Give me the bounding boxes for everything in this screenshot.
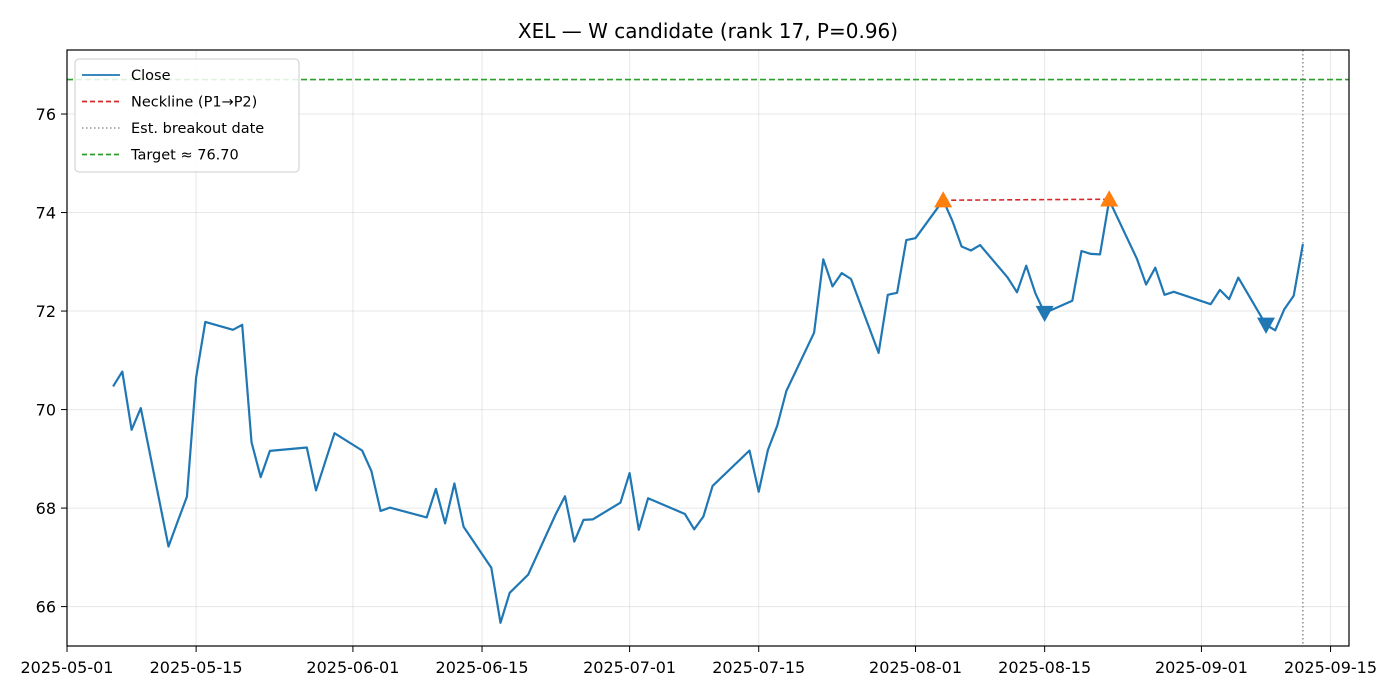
y-tick-label: 70	[36, 401, 56, 420]
y-axis-ticks: 66 68 70 72 74 76	[36, 105, 67, 617]
peak-marker	[1100, 190, 1119, 207]
trough-marker	[1256, 317, 1275, 334]
x-tick-label: 2025-06-15	[436, 658, 529, 677]
x-tick-label: 2025-05-15	[150, 658, 243, 677]
legend: Close Neckline (P1→P2) Est. breakout date T…	[74, 58, 300, 173]
x-axis-ticks: 2025-05-01 2025-05-15 2025-06-01 2025-06-15…	[21, 646, 1377, 677]
x-tick-label: 2025-08-15	[998, 658, 1091, 677]
x-tick-label: 2025-08-01	[869, 658, 962, 677]
y-tick-label: 68	[36, 499, 56, 518]
y-tick-label: 74	[36, 204, 56, 223]
plot-area-frame	[66, 49, 1350, 647]
close-price-line	[112, 199, 1304, 624]
legend-label: Target ≈ 76.70	[130, 148, 239, 164]
x-tick-label: 2025-06-01	[306, 658, 399, 677]
x-tick-label: 2025-05-01	[21, 658, 114, 677]
y-tick-label: 76	[36, 105, 56, 124]
y-tick-label: 72	[36, 302, 56, 321]
y-tick-label: 66	[36, 598, 56, 617]
pattern-markers	[934, 190, 1275, 334]
neckline	[943, 198, 1110, 202]
grid-lines	[66, 50, 1349, 646]
legend-label: Neckline (P1→P2)	[131, 95, 257, 111]
trough-marker	[1035, 305, 1054, 323]
series-layer	[112, 199, 1304, 624]
legend-box	[74, 58, 300, 173]
x-tick-label: 2025-09-15	[1284, 658, 1377, 677]
x-tick-label: 2025-09-01	[1155, 658, 1248, 677]
legend-label: Est. breakout date	[131, 121, 264, 137]
chart-title: XEL — W candidate (rank 17, P=0.96)	[518, 19, 898, 43]
x-tick-label: 2025-07-01	[583, 658, 676, 677]
legend-label: Close	[131, 68, 171, 84]
x-tick-label: 2025-07-15	[712, 658, 805, 677]
peak-marker	[934, 191, 953, 208]
reference-lines	[67, 50, 1349, 646]
